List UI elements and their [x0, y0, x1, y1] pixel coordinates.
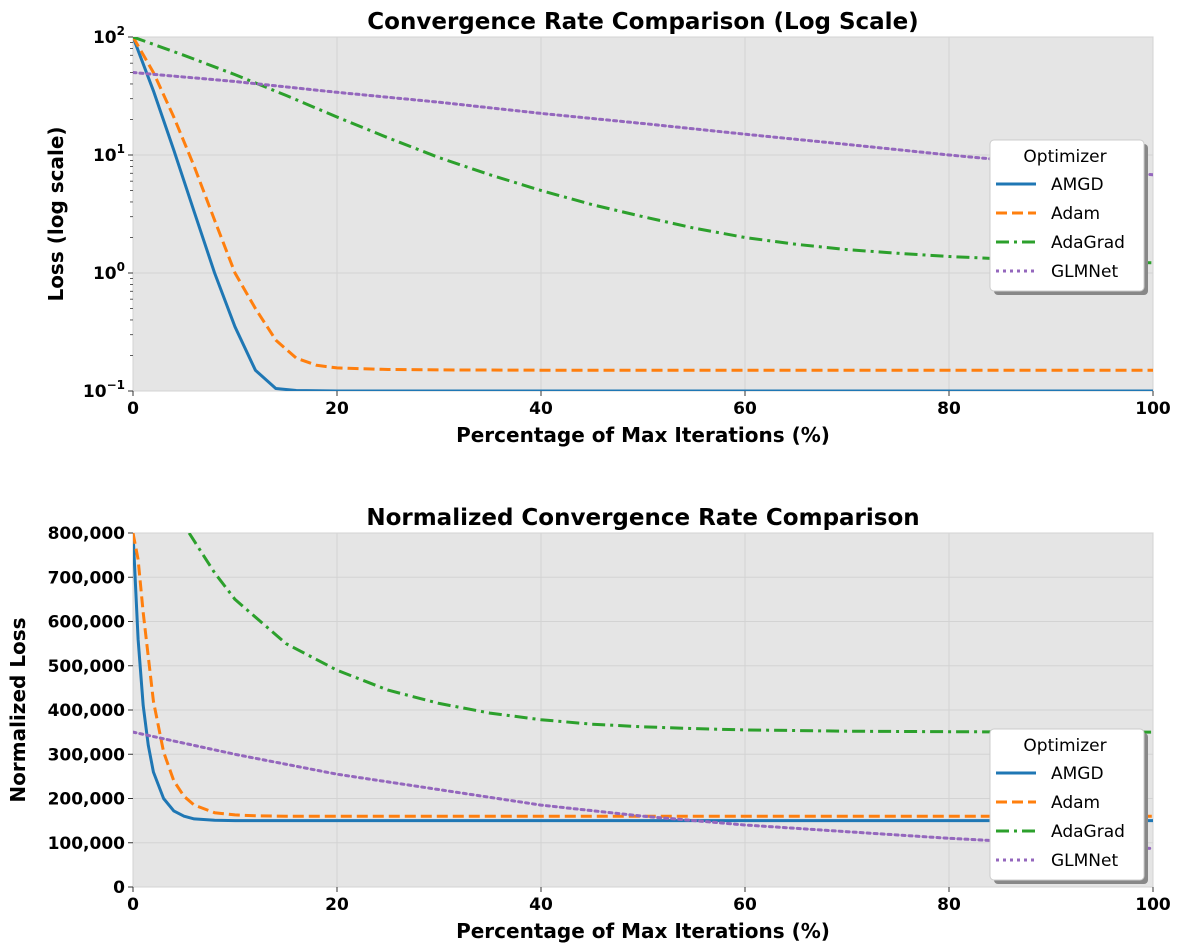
x-tick-label: 20	[325, 399, 349, 419]
legend: Optimizer AMGD Adam AdaGrad GLMNet	[989, 139, 1148, 295]
y-tick-label: 10−1	[83, 378, 125, 402]
y-tick-label: 100,000	[48, 834, 126, 854]
legend-entries: AMGD Adam AdaGrad GLMNet	[996, 175, 1125, 282]
x-tick-label: 80	[937, 399, 961, 419]
series-line-adam	[133, 37, 1153, 372]
normalized-chart: 0 20 40 60 80 100 0 100,000 200,000 300,000 400,00…	[6, 505, 1171, 943]
y-tick-label: 700,000	[48, 568, 126, 588]
y-tick-label: 600,000	[48, 613, 126, 633]
x-tick-label: 100	[1135, 895, 1171, 915]
x-tick-label: 20	[325, 895, 349, 915]
x-axis-label: Percentage of Max Iterations (%)	[456, 423, 830, 447]
x-axis-label: Percentage of Max Iterations (%)	[456, 919, 830, 943]
series-line-glmnet	[133, 730, 1153, 850]
x-tick-label: 80	[937, 895, 961, 915]
legend-box	[989, 139, 1145, 292]
y-tick-label: 102	[93, 24, 125, 48]
legend-label-amgd: AMGD	[1051, 764, 1104, 784]
tick-labels: 0 20 40 60 80 100 10−1 100 101 102	[83, 24, 1171, 419]
y-tick-label: 300,000	[48, 745, 126, 765]
series-line-adam	[133, 533, 1153, 818]
legend: Optimizer AMGD Adam AdaGrad GLMNet	[989, 728, 1148, 884]
legend-label-glmnet: GLMNet	[1051, 262, 1118, 282]
x-tick-label: 60	[733, 895, 757, 915]
x-tick-label: 0	[127, 895, 139, 915]
series-line-adagrad	[187, 533, 1153, 734]
grid	[132, 532, 1154, 888]
y-tick-label: 0	[113, 878, 125, 898]
series-lines	[133, 37, 1153, 391]
x-tick-label: 100	[1135, 399, 1171, 419]
series-line-amgd	[133, 37, 1153, 391]
y-tick-label: 800,000	[48, 524, 126, 544]
legend-label-adam: Adam	[1051, 793, 1100, 813]
chart-title: Normalized Convergence Rate Comparison	[366, 505, 919, 531]
legend-label-adagrad: AdaGrad	[1051, 233, 1125, 253]
legend-label-adagrad: AdaGrad	[1051, 822, 1125, 842]
plot-area	[132, 36, 1154, 392]
legend-label-amgd: AMGD	[1051, 175, 1104, 195]
legend-box	[989, 728, 1145, 881]
series-line-glmnet	[133, 71, 1153, 177]
log-scale-chart: 0 20 40 60 80 100 10−1 100 101 102 Convergence Ra…	[44, 9, 1171, 447]
chart-title: Convergence Rate Comparison (Log Scale)	[367, 9, 918, 35]
tick-labels: 0 20 40 60 80 100 0 100,000 200,000 300,000 400,00…	[48, 524, 1171, 915]
minor-ticks	[130, 41, 133, 356]
series-line-adagrad	[133, 37, 1153, 265]
series-lines	[133, 533, 1153, 850]
y-tick-label: 100	[93, 260, 125, 284]
legend-title: Optimizer	[1023, 736, 1106, 756]
x-tick-label: 0	[127, 399, 139, 419]
legend-entries: AMGD Adam AdaGrad GLMNet	[996, 764, 1125, 871]
x-tick-label: 60	[733, 399, 757, 419]
y-tick-label: 500,000	[48, 657, 126, 677]
y-tick-label: 400,000	[48, 701, 126, 721]
y-axis-label: Loss (log scale)	[44, 126, 68, 301]
legend-label-adam: Adam	[1051, 204, 1100, 224]
x-tick-label: 40	[529, 895, 553, 915]
legend-label-glmnet: GLMNet	[1051, 851, 1118, 871]
series-line-amgd	[133, 533, 1153, 823]
y-axis-label: Normalized Loss	[6, 617, 30, 802]
y-tick-label: 101	[93, 142, 125, 166]
legend-title: Optimizer	[1023, 147, 1106, 167]
y-tick-label: 200,000	[48, 790, 126, 810]
x-tick-label: 40	[529, 399, 553, 419]
